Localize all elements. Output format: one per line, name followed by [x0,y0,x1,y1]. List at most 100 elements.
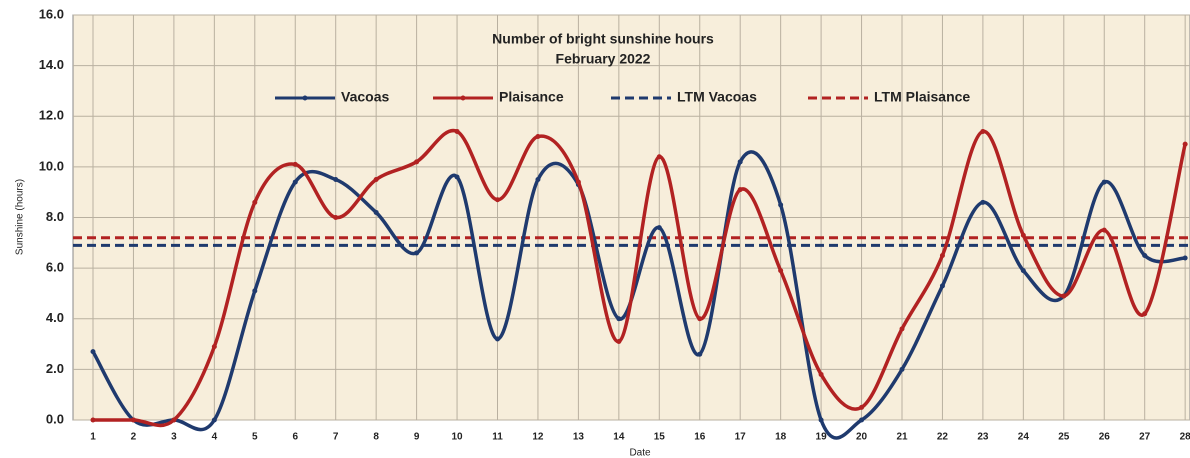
series [90,128,1188,440]
point [535,134,541,139]
point [980,128,986,134]
y-axis-label: Sunshine (hours) [15,179,26,255]
x-tick-label: 24 [1018,432,1030,443]
point [211,417,217,423]
point [171,417,177,423]
point [1020,232,1026,238]
reference-lines [73,236,1190,247]
x-axis-label: Date [629,448,651,458]
x-tick-label: 26 [1099,432,1111,443]
point [575,179,581,185]
x-tick-label: 12 [532,432,544,443]
point [454,174,460,180]
point [697,351,703,357]
point [130,417,136,423]
x-tick-label: 17 [735,432,747,443]
x-tick-label: 2 [131,432,137,443]
series-line [91,150,1186,440]
x-tick-label: 19 [816,432,828,443]
y-tick-label: 14.0 [39,57,64,72]
x-tick-label: 27 [1139,432,1151,443]
point [1182,141,1188,147]
point [414,250,420,256]
legend-marker [302,95,308,101]
x-tick-label: 15 [654,432,666,443]
point [1142,252,1148,258]
point [980,199,986,205]
legend-marker [460,95,466,101]
point [1101,227,1107,233]
y-tick-label: 2.0 [46,361,64,376]
x-tick-label: 10 [451,432,463,443]
x-tick-label: 1 [90,432,96,443]
x-tick-label: 28 [1180,432,1190,443]
point [495,197,500,203]
x-tick-label: 9 [414,432,420,443]
point [495,336,500,342]
x-tick-label: 6 [292,432,298,443]
point [697,316,703,322]
point [778,268,784,274]
point [818,371,824,377]
x-tick-label: 7 [333,432,339,443]
point [616,339,622,345]
point [252,199,258,205]
point [939,283,945,289]
point [1182,255,1188,261]
x-tick-label: 21 [896,432,908,443]
x-tick-label: 13 [573,432,585,443]
point [252,288,258,294]
x-tick-label: 25 [1058,432,1070,443]
point [737,159,743,165]
y-tick-label: 6.0 [46,260,64,275]
chart-subtitle: February 2022 [556,51,651,67]
point [656,225,662,231]
y-tick-label: 12.0 [39,108,64,123]
point [333,177,339,183]
x-tick-label: 8 [373,432,379,443]
point [1020,268,1026,274]
point [535,177,541,183]
y-tick-label: 10.0 [39,158,64,173]
y-tick-label: 4.0 [46,310,64,325]
point [292,179,298,185]
point [616,316,622,322]
point [373,177,379,183]
point [454,128,460,134]
legend: Vacoas Plaisance LTM Vacoas LTM Plaisance [275,89,970,105]
x-tick-label: 20 [856,432,868,443]
x-tick-label: 5 [252,432,258,443]
chart-title: Number of bright sunshine hours [492,31,714,47]
legend-label: LTM Vacoas [677,89,757,105]
point [818,417,824,423]
point [90,349,96,355]
point [859,417,865,423]
point [939,252,945,258]
x-tick-label: 3 [171,432,177,443]
point [414,159,420,165]
point [1101,179,1107,185]
x-tick-label: 22 [937,432,949,443]
x-tick-label: 4 [212,432,218,443]
point [333,215,339,220]
point [211,344,217,350]
x-tick-label: 11 [492,432,503,443]
point [656,154,662,160]
point [737,187,743,193]
point [859,404,865,410]
point [373,209,379,215]
y-tick-label: 16.0 [39,6,64,21]
point [778,202,784,208]
x-tick-label: 16 [694,432,706,443]
y-tick-label: 8.0 [46,209,64,224]
legend-label: LTM Plaisance [874,89,970,105]
point [899,366,905,372]
legend-label: Vacoas [341,89,389,105]
point [292,161,298,167]
x-tick-label: 23 [977,432,989,443]
x-tick-label: 14 [613,432,625,443]
point [899,326,905,332]
point [1142,311,1148,317]
y-tick-label: 0.0 [46,411,64,426]
